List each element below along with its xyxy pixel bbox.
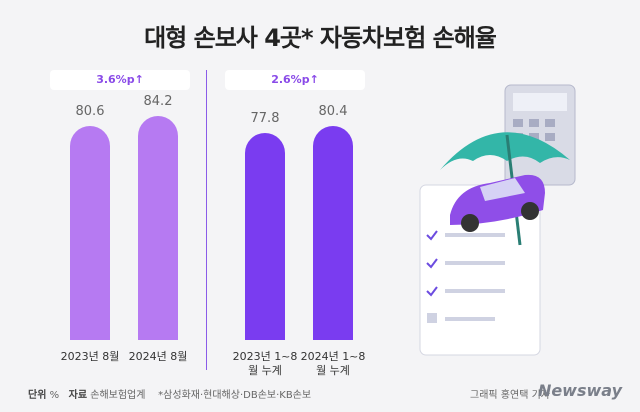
credit: 그래픽 홍연택 기자 xyxy=(470,390,550,401)
bar xyxy=(70,125,110,340)
category-label: 2024년 8월 xyxy=(128,350,188,363)
bar xyxy=(138,116,178,340)
value-label: 80.4 xyxy=(318,104,348,120)
unit-label: 단위 xyxy=(28,390,47,401)
category-label: 2023년 8월 xyxy=(60,350,120,363)
illustration xyxy=(419,84,576,356)
brand: Newsway xyxy=(537,381,622,400)
value-label: 84.2 xyxy=(143,94,173,110)
annotation: 2.6%p↑ xyxy=(225,70,365,90)
annotation: 3.6%p↑ xyxy=(50,70,190,90)
source-label: 자료 xyxy=(68,390,88,401)
value-label: 77.8 xyxy=(250,111,280,127)
category-label: 2024년 1~8월 누계 xyxy=(300,350,366,377)
note: *삼성화재·현대해상·DB손보·KB손보 xyxy=(158,390,312,401)
bar xyxy=(313,126,353,340)
divider xyxy=(206,70,207,370)
chart: 2.6%p↑ 77.8 2023년 1~8월 누계 80.4 2024년 1~8월 누계 xyxy=(225,68,365,377)
title: 대형 손보사 4곳* 자동차보험 손해율 xyxy=(144,24,497,52)
value-label: 80.6 xyxy=(75,103,105,119)
footer: 단위 % 자료 손해보험업계 *삼성화재·현대해상·DB손보·KB손보 xyxy=(28,386,311,401)
bar xyxy=(245,133,285,340)
chart: 3.6%p↑ 80.6 2023년 8월 84.2 2024년 8월 xyxy=(50,68,190,368)
source: 손해보험업계 xyxy=(90,390,146,401)
unit: % xyxy=(49,390,60,401)
category-label: 2023년 1~8월 누계 xyxy=(232,350,298,377)
